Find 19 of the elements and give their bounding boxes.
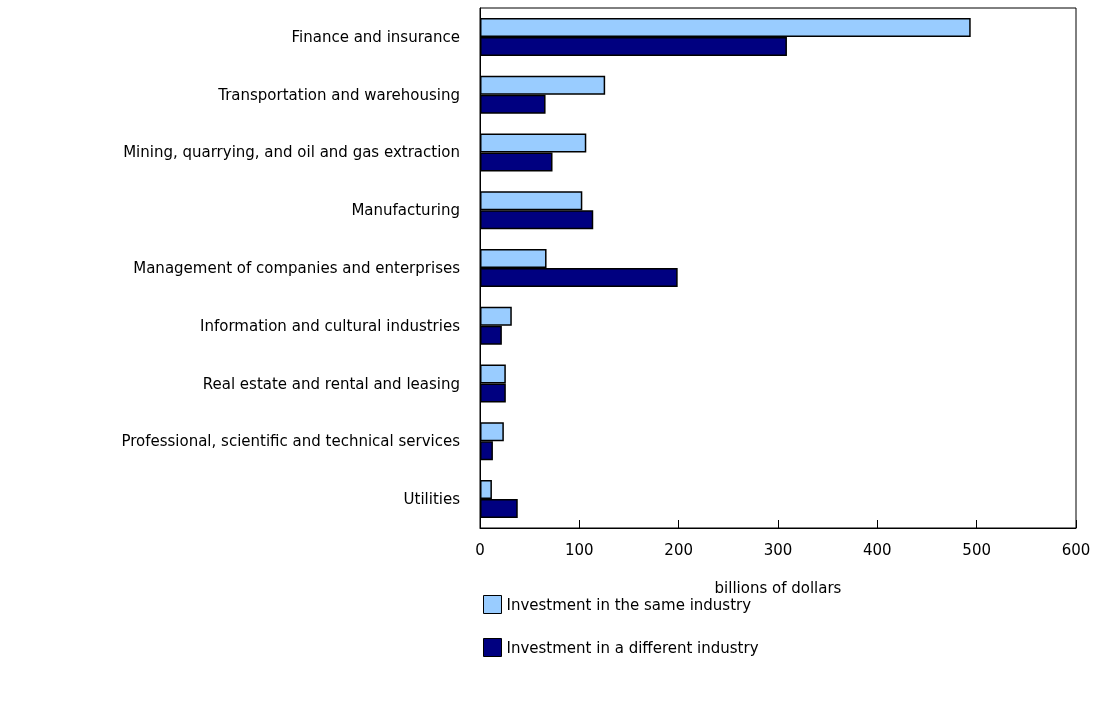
x-tick-label: 400 bbox=[863, 540, 892, 559]
x-tick-label: 200 bbox=[664, 540, 693, 559]
legend-label: Investment in the same industry bbox=[506, 595, 752, 614]
y-tick-label: Mining, quarrying, and oil and gas extraction bbox=[123, 143, 460, 162]
x-tick-label: 0 bbox=[475, 540, 485, 559]
y-tick-label: Professional, scientific and technical services bbox=[121, 432, 461, 451]
x-tick-label: 100 bbox=[565, 540, 594, 559]
x-tick-label: 500 bbox=[962, 540, 991, 559]
x-tick-label: 300 bbox=[763, 540, 793, 559]
y-tick-label: Finance and insurance bbox=[291, 27, 460, 46]
y-tick-label: Real estate and rental and leasing bbox=[202, 374, 460, 393]
y-tick-label: Management of companies and enterprises bbox=[133, 259, 461, 277]
legend-label: Investment in a different industry bbox=[506, 638, 759, 657]
x-axis-title: billions of dollars bbox=[714, 578, 842, 597]
x-tick-label: 600 bbox=[1061, 540, 1091, 559]
y-tick-label: Utilities bbox=[403, 490, 461, 509]
y-tick-label: Information and cultural industries bbox=[200, 316, 461, 335]
y-tick-label: Transportation and warehousing bbox=[217, 85, 460, 104]
y-tick-label: Manufacturing bbox=[351, 201, 460, 220]
